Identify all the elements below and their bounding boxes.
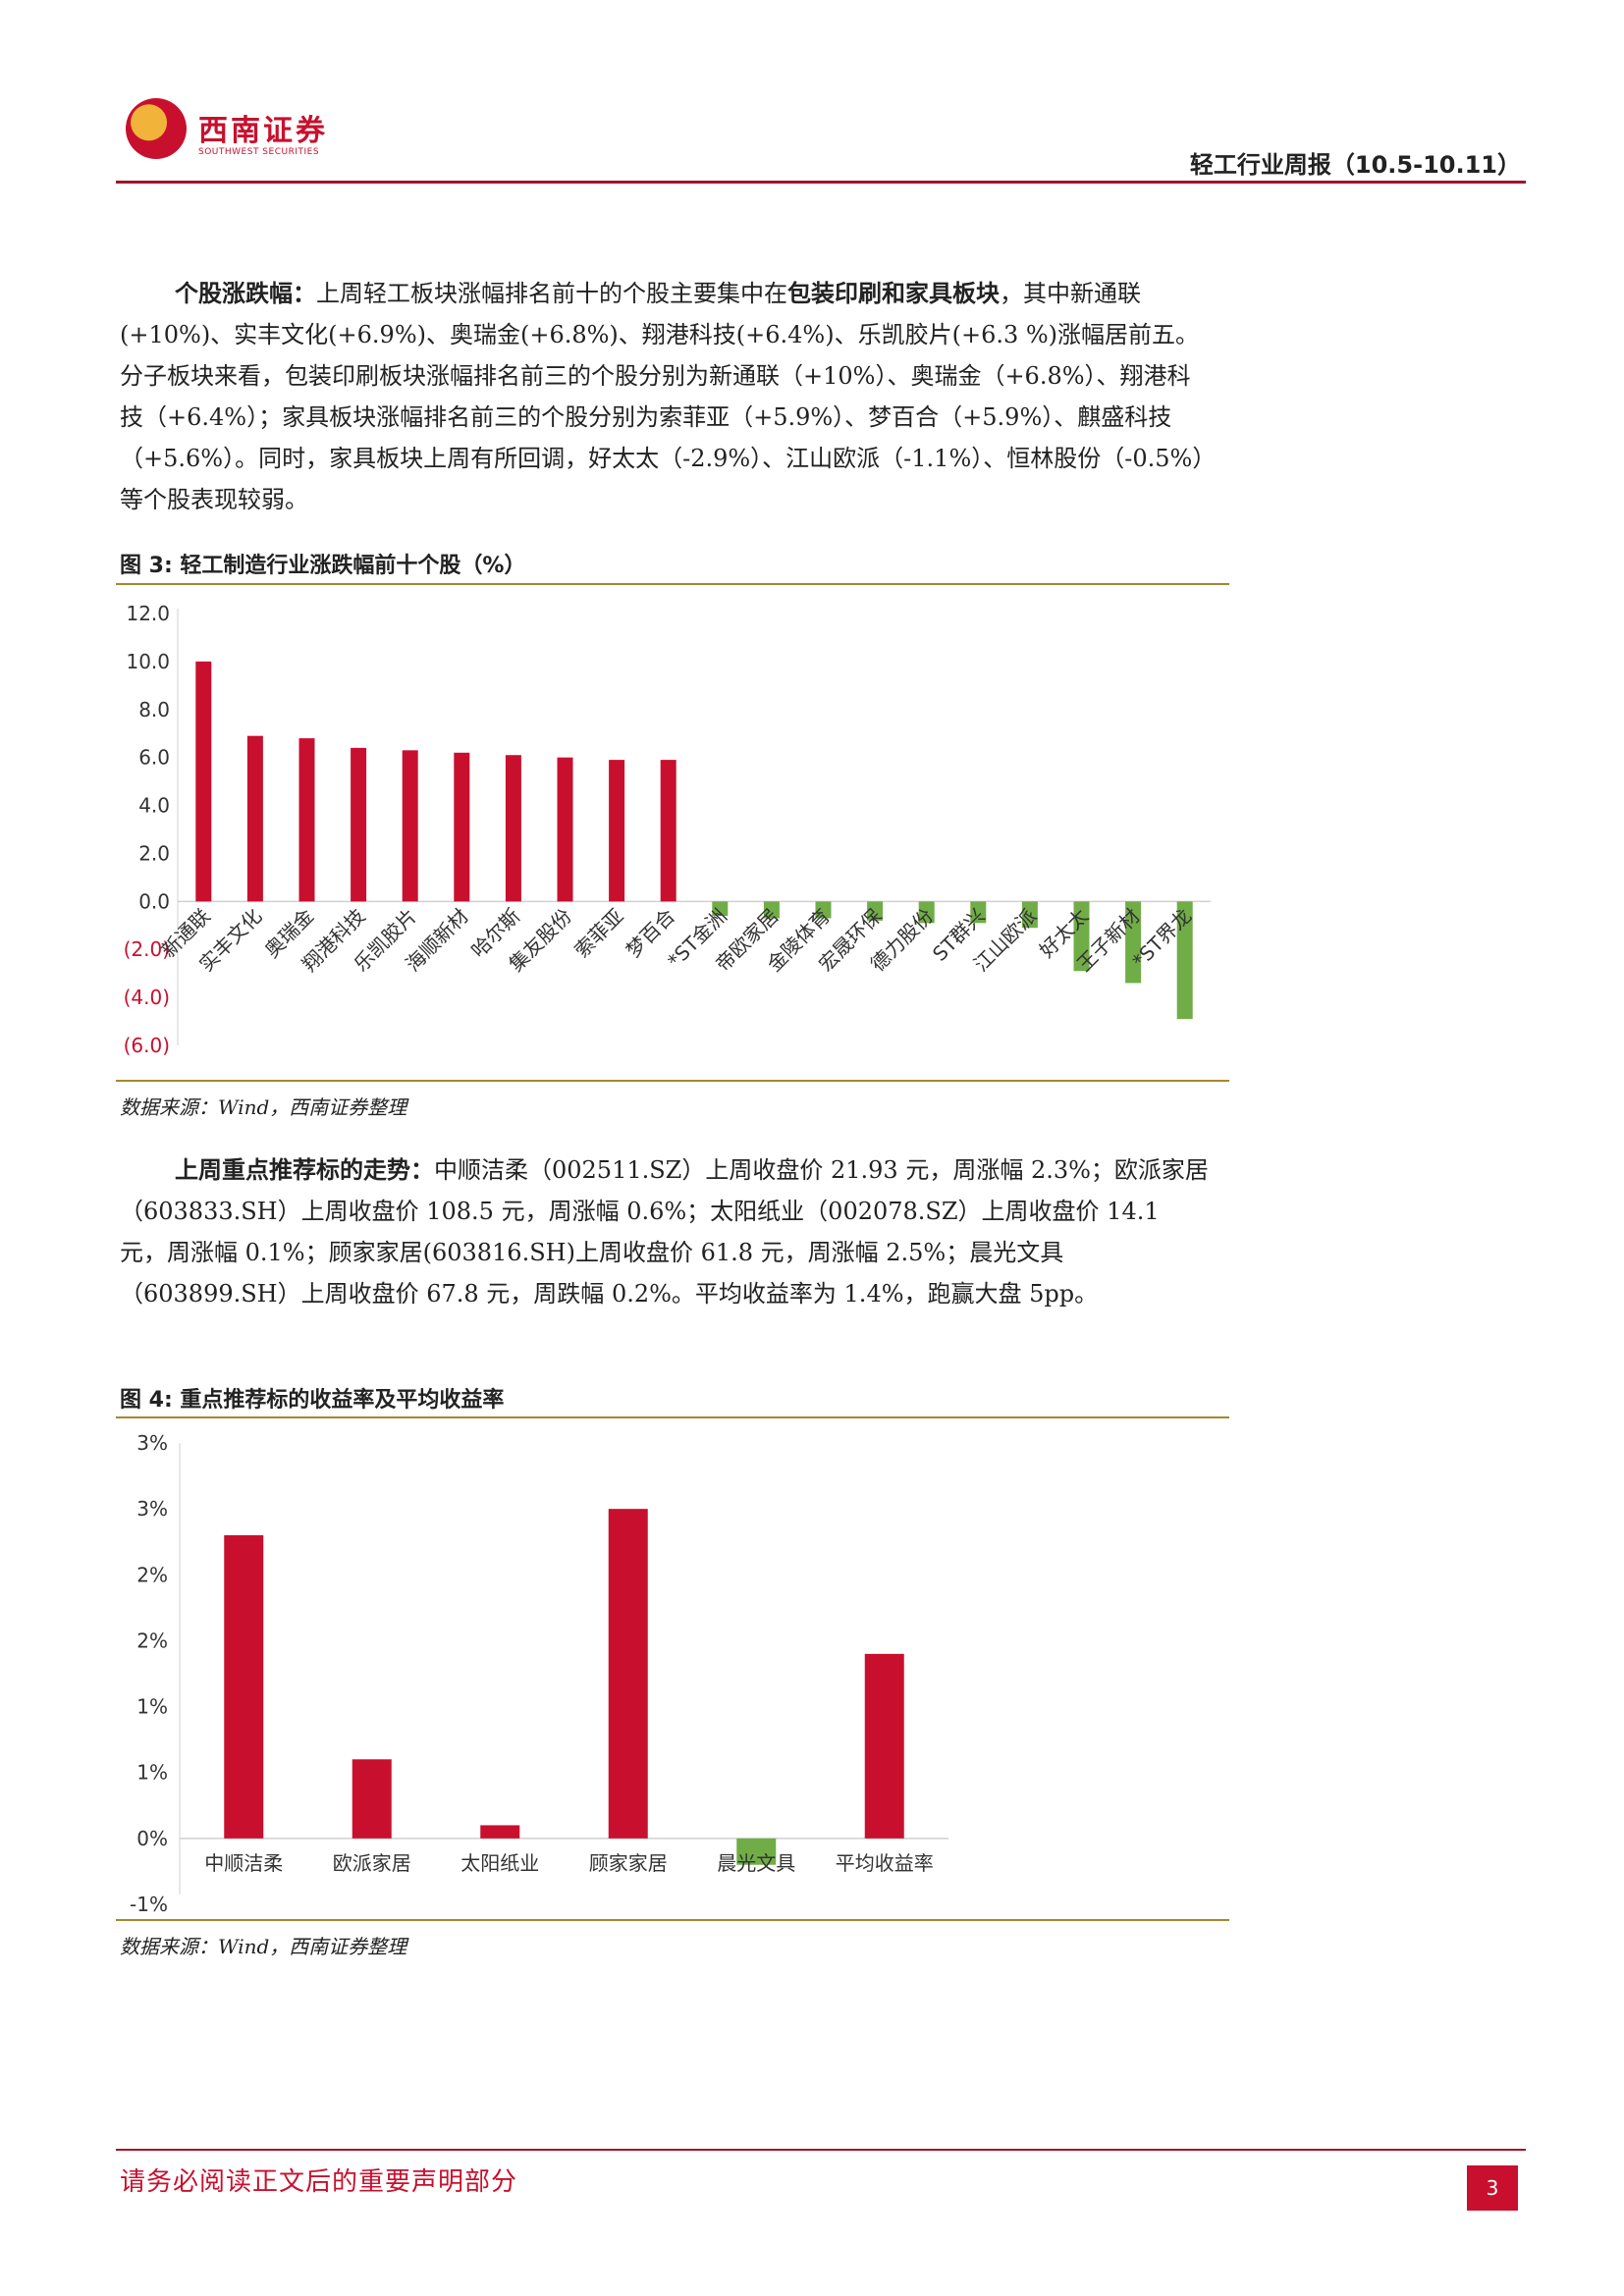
para-bold-text: 包装印刷和家具板块 xyxy=(787,279,1000,307)
y-tick-label: 2% xyxy=(136,1563,168,1586)
bar xyxy=(351,747,367,902)
x-tick-label: 索菲亚 xyxy=(569,904,627,962)
figure-4-bottom-rule xyxy=(116,1919,1229,1921)
bar xyxy=(609,760,625,902)
report-title: 轻工行业周报（10.5-10.11） xyxy=(1189,151,1521,179)
x-tick-label: 太阳纸业 xyxy=(460,1851,539,1875)
figure-3-bottom-rule xyxy=(116,1080,1229,1082)
bar xyxy=(763,901,780,919)
logo-en-text: SOUTHWEST SECURITIES xyxy=(198,147,320,157)
bar xyxy=(815,901,832,919)
figure-4-title: 图 4: 重点推荐标的收益率及平均收益率 xyxy=(120,1388,505,1413)
y-tick-label: (4.0) xyxy=(124,986,170,1009)
y-tick-label: 10.0 xyxy=(126,650,170,673)
bar xyxy=(224,1535,264,1839)
bar xyxy=(298,738,315,902)
figure-3-source: 数据来源：Wind，西南证券整理 xyxy=(120,1095,407,1119)
x-tick-label: 中顺洁柔 xyxy=(204,1851,283,1875)
header-divider xyxy=(116,181,1526,184)
x-tick-label: 顾家家居 xyxy=(589,1851,668,1875)
figure-3-top-rule xyxy=(116,583,1229,585)
para-text: 上周轻工板块涨幅排名前十的个股主要集中在 xyxy=(316,280,787,307)
y-tick-label: 12.0 xyxy=(126,602,170,625)
y-tick-label: 1% xyxy=(136,1695,168,1719)
para-text: 中顺洁柔（002511.SZ）上周收盘价 21.93 元，周涨幅 2.3%；欧派… xyxy=(120,1156,1209,1308)
recommended-returns-bar-chart: 3% 3% 2% 2% 1% 1% 0% -1% 中顺洁柔 欧派家居 太阳纸业 顾家家居 晨光文具 平均收… xyxy=(130,1431,948,1914)
y-tick-label: 3% xyxy=(136,1431,168,1455)
y-tick-label: 4.0 xyxy=(138,794,170,818)
x-tick-label: 晨光文具 xyxy=(717,1851,795,1875)
figure-3-title: 图 3: 轻工制造行业涨跌幅前十个股（%） xyxy=(120,554,526,578)
para-text: ，其中新通联(+10%)、实丰文化(+6.9%)、奥瑞金(+6.8%)、翔港科技… xyxy=(120,280,1205,513)
bar xyxy=(557,757,573,902)
bar xyxy=(1176,901,1193,1020)
bar xyxy=(352,1759,392,1839)
bar xyxy=(195,661,212,902)
para-heading: 上周重点推荐标的走势： xyxy=(175,1155,434,1184)
bar xyxy=(736,1838,777,1865)
bar xyxy=(867,901,884,921)
y-tick-label: 1% xyxy=(136,1761,168,1785)
footer-disclaimer: 请务必阅读正文后的重要声明部分 xyxy=(120,2167,518,2197)
stock-change-bar-chart: 12.010.08.06.04.02.00.0(2.0)(4.0)(6.0)新通… xyxy=(124,602,1211,1057)
para-heading: 个股涨跌幅： xyxy=(175,279,316,307)
bar xyxy=(660,760,677,902)
x-tick-label: 平均收益率 xyxy=(836,1851,934,1875)
bar xyxy=(402,750,418,902)
figure-4-source: 数据来源：Wind，西南证券整理 xyxy=(120,1935,407,1958)
figure-4-top-rule xyxy=(116,1416,1229,1418)
bar xyxy=(864,1653,904,1839)
y-tick-label: (6.0) xyxy=(124,1034,170,1057)
y-tick-label: 8.0 xyxy=(138,698,170,721)
bar xyxy=(608,1509,648,1839)
bar xyxy=(246,735,263,902)
bar xyxy=(505,755,521,902)
bar xyxy=(918,901,935,924)
x-tick-label: 欧派家居 xyxy=(333,1851,411,1875)
bar xyxy=(970,901,987,924)
bar xyxy=(480,1825,520,1839)
bar xyxy=(1125,901,1142,984)
bar xyxy=(454,752,470,902)
logo-cn-text: 西南证券 xyxy=(198,114,328,148)
y-tick-label: 0% xyxy=(136,1827,168,1850)
recommended-stocks-paragraph: 上周重点推荐标的走势：中顺洁柔（002511.SZ）上周收盘价 21.93 元，… xyxy=(120,1149,1212,1314)
y-tick-label: 0.0 xyxy=(138,889,170,913)
page-number: 3 xyxy=(1467,2165,1518,2211)
company-logo-icon xyxy=(126,98,187,159)
bar xyxy=(712,901,729,916)
y-tick-label: (2.0) xyxy=(124,937,170,961)
footer-divider xyxy=(116,2149,1526,2151)
stock-performance-paragraph: 个股涨跌幅：上周轻工板块涨幅排名前十的个股主要集中在包装印刷和家具板块，其中新通… xyxy=(120,273,1212,520)
bar xyxy=(1021,901,1038,929)
y-tick-label: 2.0 xyxy=(138,841,170,865)
y-tick-label: 3% xyxy=(136,1497,168,1521)
y-tick-label: 2% xyxy=(136,1629,168,1652)
bar xyxy=(1073,901,1090,972)
y-tick-label: 6.0 xyxy=(138,746,170,770)
y-tick-label: -1% xyxy=(130,1893,168,1914)
